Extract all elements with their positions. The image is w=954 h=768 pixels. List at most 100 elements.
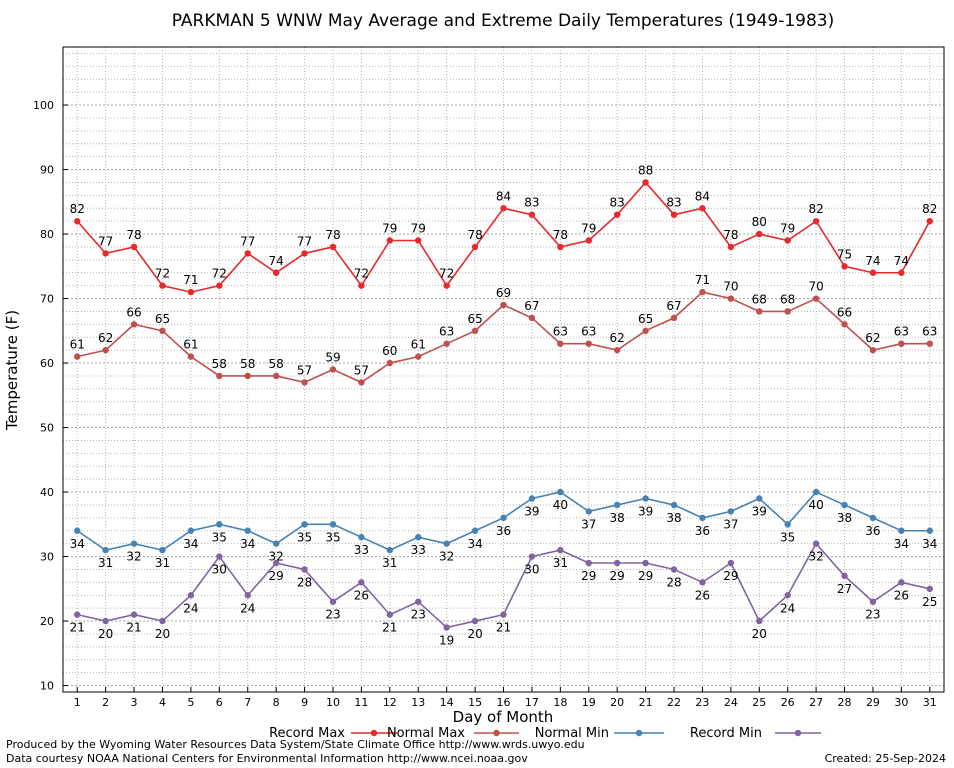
normal-min-data-label: 35 — [297, 530, 312, 544]
record-max-point — [784, 237, 791, 244]
normal-min-point — [784, 521, 791, 528]
x-tick-label: 10 — [326, 696, 340, 709]
record-max-data-label: 71 — [183, 273, 198, 287]
x-tick-label: 13 — [411, 696, 425, 709]
normal-max-point — [727, 295, 735, 302]
normal-min-data-label: 33 — [354, 543, 369, 557]
x-tick-label: 21 — [639, 696, 653, 709]
normal-max-point — [784, 308, 791, 315]
x-tick-label: 15 — [468, 696, 482, 709]
record-min-point — [699, 579, 706, 586]
record-max-point — [415, 237, 422, 244]
record-min-data-label: 21 — [496, 621, 511, 635]
record-max-point — [358, 282, 365, 289]
normal-min-point — [699, 514, 706, 522]
record-max-data-label: 78 — [325, 228, 340, 242]
record-max-point — [585, 237, 592, 244]
normal-max-data-label: 70 — [723, 280, 738, 294]
record-max-point — [812, 217, 820, 225]
normal-min-point — [613, 501, 621, 509]
record-max-data-label: 74 — [894, 254, 909, 268]
normal-max-data-label: 62 — [98, 331, 113, 345]
y-tick-label: 70 — [40, 293, 54, 306]
record-min-data-label: 26 — [695, 588, 710, 602]
record-min-point — [528, 553, 536, 560]
x-tick-label: 24 — [724, 696, 738, 709]
normal-max-data-label: 59 — [325, 351, 340, 365]
record-max-data-label: 77 — [98, 234, 113, 248]
normal-min-point — [244, 527, 251, 534]
normal-max-data-label: 61 — [70, 338, 85, 352]
record-min-data-label: 29 — [581, 569, 596, 583]
x-tick-label: 22 — [667, 696, 681, 709]
x-tick-label: 27 — [809, 696, 823, 709]
normal-max-point — [613, 346, 621, 354]
legend-label-normal-max: Normal Max — [387, 726, 465, 741]
record-max-data-label: 82 — [922, 202, 937, 216]
normal-max-data-label: 60 — [382, 344, 397, 358]
x-tick-label: 29 — [866, 696, 880, 709]
record-min-point — [244, 592, 251, 599]
normal-min-data-label: 39 — [524, 505, 539, 519]
normal-max-data-label: 63 — [922, 325, 937, 339]
record-max-point — [756, 230, 763, 238]
record-min-data-label: 21 — [126, 621, 141, 635]
legend-marker-normal-max — [493, 729, 500, 737]
normal-max-point — [699, 288, 706, 296]
record-min-data-label: 26 — [894, 588, 909, 602]
normal-max-data-label: 63 — [894, 325, 909, 339]
normal-min-point — [756, 495, 763, 502]
chart-title: PARKMAN 5 WNW May Average and Extreme Da… — [172, 11, 835, 31]
normal-max-point — [102, 346, 109, 354]
record-max-data-label: 72 — [155, 267, 170, 281]
footer-producer: Produced by the Wyoming Water Resources … — [6, 738, 585, 751]
record-max-point — [898, 269, 905, 276]
normal-max-point — [642, 327, 649, 334]
normal-max-data-label: 58 — [212, 357, 227, 371]
record-min-point — [272, 559, 280, 567]
x-tick-label: 16 — [497, 696, 511, 709]
normal-max-point — [585, 340, 592, 347]
record-min-data-label: 29 — [610, 569, 625, 583]
legend-marker-normal-min — [635, 729, 643, 737]
normal-min-point — [130, 540, 138, 547]
x-tick-label: 17 — [525, 696, 539, 709]
y-tick-label: 30 — [40, 551, 54, 564]
normal-min-data-label: 32 — [126, 550, 141, 564]
normal-max-data-label: 71 — [695, 273, 710, 287]
record-min-point — [415, 598, 422, 605]
x-tick-label: 3 — [131, 696, 138, 709]
legend-label-record-min: Record Min — [690, 726, 762, 741]
normal-max-point — [443, 340, 450, 347]
record-max-data-label: 78 — [553, 228, 568, 242]
normal-min-data-label: 34 — [240, 537, 255, 551]
y-tick-label: 20 — [40, 615, 54, 628]
record-min-point — [670, 566, 678, 573]
normal-max-point — [159, 327, 166, 334]
normal-min-data-label: 40 — [808, 498, 823, 512]
normal-min-point — [386, 546, 394, 554]
normal-max-point — [670, 314, 678, 322]
record-min-data-label: 21 — [382, 621, 397, 635]
normal-min-data-label: 37 — [581, 517, 596, 531]
y-tick-label: 40 — [40, 486, 54, 499]
record-max-data-label: 83 — [610, 196, 625, 210]
normal-min-point — [187, 527, 195, 534]
normal-min-point — [557, 488, 564, 496]
normal-min-data-label: 34 — [922, 537, 937, 551]
normal-max-data-label: 63 — [581, 325, 596, 339]
normal-max-data-label: 63 — [439, 325, 454, 339]
record-max-data-label: 75 — [837, 247, 852, 261]
normal-min-data-label: 32 — [439, 550, 454, 564]
record-min-data-label: 28 — [666, 575, 681, 589]
normal-max-point — [244, 372, 251, 380]
record-min-point — [216, 553, 223, 560]
record-max-data-label: 80 — [752, 215, 767, 229]
legend: Record Max Normal Max Normal Min Record Min — [269, 726, 821, 741]
normal-min-data-label: 36 — [496, 524, 511, 538]
x-tick-label: 20 — [610, 696, 624, 709]
record-min-data-label: 30 — [212, 563, 227, 577]
x-tick-label: 4 — [159, 696, 166, 709]
record-min-data-label: 31 — [553, 556, 568, 570]
